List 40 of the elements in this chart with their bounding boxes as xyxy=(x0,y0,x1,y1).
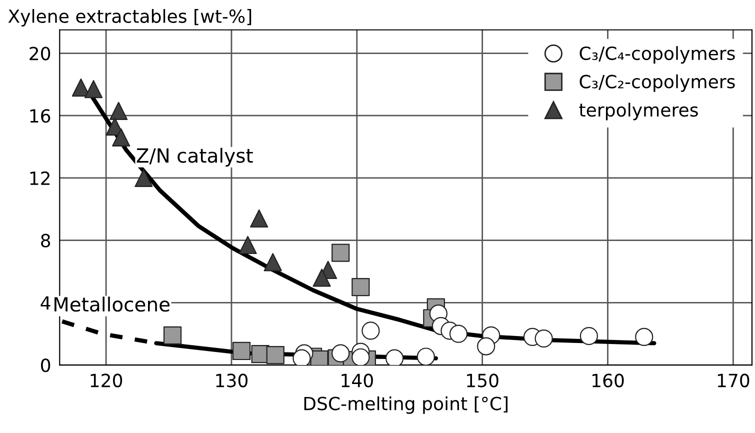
x-tick-label: 140 xyxy=(342,374,373,388)
point xyxy=(332,244,350,262)
y-tick-label: 20 xyxy=(30,46,50,60)
point xyxy=(250,209,268,228)
point xyxy=(238,236,257,254)
point xyxy=(416,348,435,366)
y-tick-label: 12 xyxy=(30,171,50,185)
x-tick-label: 130 xyxy=(216,374,248,388)
annotation: Metallocene xyxy=(54,296,170,312)
annotation: Z/N catalyst xyxy=(136,148,253,167)
point xyxy=(232,342,251,360)
legend-label: C₃/C₄-copolymers xyxy=(580,46,735,64)
y-tick-label: 16 xyxy=(30,109,50,123)
point xyxy=(110,102,128,120)
point xyxy=(534,329,553,348)
point xyxy=(84,80,103,98)
point xyxy=(580,326,598,346)
y-tick-label: 8 xyxy=(41,234,50,248)
x-tick-label: 150 xyxy=(467,374,498,388)
x-tick-label: 170 xyxy=(718,374,750,388)
x-tick-label: 160 xyxy=(592,374,624,388)
legend-label: terpolymeres xyxy=(579,102,698,120)
point xyxy=(352,278,370,296)
point xyxy=(134,168,153,188)
point xyxy=(112,128,130,146)
point xyxy=(385,349,404,366)
x-tick-label: 120 xyxy=(90,374,122,388)
x-axis-title: DSC-melting point [°C] xyxy=(304,396,508,414)
point xyxy=(312,268,331,287)
point xyxy=(264,253,282,272)
legend-label: C₃/C₂-copolymers xyxy=(580,74,735,92)
y-tick-label: 0 xyxy=(41,358,50,372)
point xyxy=(332,344,350,362)
point xyxy=(266,346,284,364)
point xyxy=(449,324,468,343)
point xyxy=(163,326,182,344)
point xyxy=(352,348,370,366)
y-tick-label: 4 xyxy=(40,296,50,310)
point xyxy=(292,349,311,366)
y-axis-title: Xylene extractables [wt-%] xyxy=(8,9,252,27)
